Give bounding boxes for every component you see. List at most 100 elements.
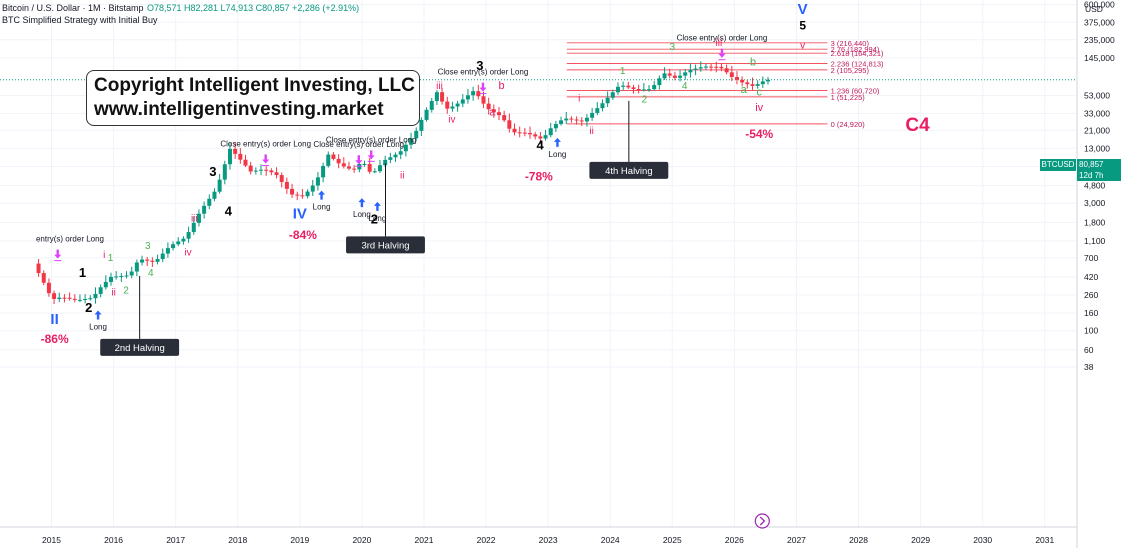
candle-body [383, 159, 388, 166]
candle-body [678, 75, 683, 78]
candle [434, 89, 439, 106]
candle-body [83, 299, 88, 301]
close-arrow-icon [262, 154, 270, 164]
candle-body [414, 130, 419, 139]
candle-body [496, 112, 501, 116]
candle-body [124, 275, 129, 277]
candle [476, 84, 481, 100]
close-signal: Close entry(s) order Long [438, 68, 529, 95]
candle-body [367, 163, 372, 172]
time-axis-tick-label: 2016 [104, 535, 123, 545]
wave-label: ii [589, 126, 593, 137]
candle-body [553, 123, 558, 129]
candle [108, 272, 113, 286]
candle-body [533, 134, 538, 137]
candle-body [569, 118, 574, 120]
wave-label: ii [400, 171, 404, 182]
candle-body [517, 132, 522, 134]
candle [279, 172, 284, 188]
candle [393, 152, 398, 162]
close-signal: Close entry(s) order Long [677, 34, 767, 61]
candle-body [103, 281, 108, 288]
candle-body [605, 97, 610, 104]
halving-box [589, 161, 669, 179]
candle [533, 131, 538, 140]
candle [569, 116, 574, 123]
candle [553, 120, 558, 132]
close-signal: Close entry(s) order Long [326, 135, 417, 162]
candle [207, 194, 212, 210]
candle [212, 188, 217, 202]
candle [605, 91, 610, 108]
candle-body [129, 271, 134, 276]
candle [678, 70, 683, 82]
wave-label: 2 [371, 211, 378, 226]
candle-body [295, 194, 300, 196]
candle-body [507, 120, 512, 129]
candle-body [491, 109, 496, 113]
candle [528, 126, 533, 139]
candle-body [269, 170, 274, 173]
candle-body [564, 118, 569, 121]
halving-marker: 3rd Halving [346, 163, 425, 254]
candle-body [486, 103, 491, 110]
close-arrow-icon [479, 82, 487, 92]
candle-body [352, 168, 357, 170]
candle-body [621, 85, 626, 87]
wave-label: iv [448, 114, 455, 125]
halving-label: 3rd Halving [361, 240, 409, 251]
candle [760, 76, 765, 88]
candle-body [326, 154, 331, 166]
close-arrow-icon [54, 249, 62, 259]
candle [419, 117, 424, 136]
candle [507, 113, 512, 133]
wave-label: v [800, 41, 805, 52]
candle [83, 294, 88, 304]
candle [460, 94, 465, 108]
price-axis-tick-label: 53,000 [1084, 91, 1110, 101]
candle [305, 189, 310, 199]
wave-label: a [741, 84, 748, 96]
candle [440, 87, 445, 105]
candle-body [543, 135, 548, 139]
signal-label: Close entry(s) order Long [438, 68, 529, 77]
wave-label: b [499, 80, 505, 92]
candle [631, 84, 636, 94]
candle [176, 237, 181, 247]
candle-body [77, 299, 82, 301]
candle [683, 69, 688, 80]
candle [636, 84, 641, 94]
time-axis-tick-label: 2015 [42, 535, 61, 545]
close-arrow-icon [367, 150, 375, 160]
candle-body [155, 259, 160, 262]
close-arrow-icon [355, 155, 363, 165]
candle [367, 158, 372, 174]
candle-body [72, 298, 77, 300]
copyright-box: Copyright Intelligent Investing, LLC www… [86, 70, 420, 126]
price-axis-tick-label: 13,000 [1084, 143, 1110, 153]
candle-body [300, 195, 305, 197]
wave-label: 2 [85, 300, 92, 315]
candle [372, 168, 377, 174]
price-axis-tick-label: 260 [1084, 290, 1098, 300]
candle-body [450, 106, 455, 109]
price-axis-tick-label: 1,100 [1084, 236, 1106, 246]
candle-body [62, 297, 67, 299]
candle [445, 96, 450, 114]
candle-body [750, 84, 755, 86]
candle [590, 107, 595, 121]
candle [471, 86, 476, 101]
candle [145, 256, 150, 266]
halving-marker: 2nd Halving [100, 276, 180, 356]
candle [300, 189, 305, 199]
candle-body [222, 164, 227, 180]
candle [264, 166, 269, 176]
candle-body [160, 253, 165, 260]
time-axis-tick-label: 2027 [787, 535, 806, 545]
candle [36, 259, 41, 277]
candle-body [434, 92, 439, 102]
candle-body [403, 144, 408, 152]
wave-label: 4 [148, 268, 154, 279]
price-axis-unit: USD [1085, 4, 1103, 14]
